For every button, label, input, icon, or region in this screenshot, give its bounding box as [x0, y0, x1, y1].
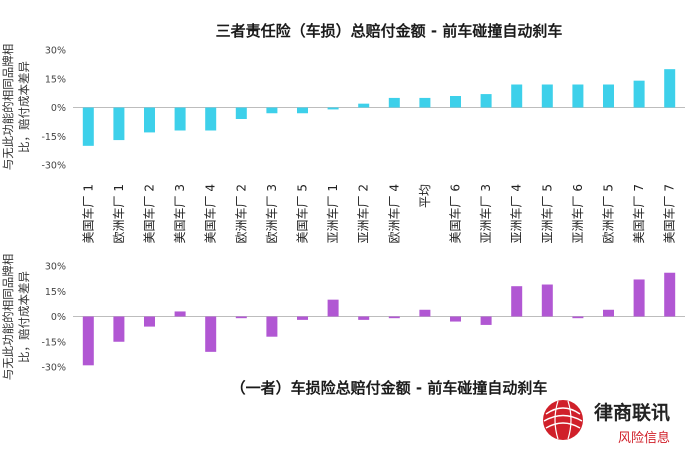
- bar: [82, 316, 94, 366]
- x-tick-label: 欧洲车厂 3: [264, 184, 279, 243]
- bar: [113, 107, 125, 141]
- x-tick-label: 亚洲车厂 3: [478, 184, 493, 243]
- x-tick-label: 亚洲车厂 2: [356, 184, 371, 243]
- y-tick-label: -15%: [41, 132, 66, 143]
- y-tick-label: -30%: [41, 363, 66, 374]
- x-tick-label: 美国车厂 1: [80, 184, 95, 243]
- bar: [572, 316, 584, 319]
- bar: [358, 316, 370, 320]
- panel-2: （一者）车损险总赔付金额 - 前车碰撞自动刹车 与无此功能的相同品牌相 比，赔付成本…: [1, 254, 685, 397]
- bar: [113, 316, 125, 342]
- bar: [144, 316, 155, 327]
- y-tick-label: 30%: [45, 262, 66, 273]
- bar: [388, 97, 400, 108]
- bar: [327, 299, 339, 317]
- bar: [633, 80, 645, 108]
- y-tick-label: -15%: [41, 337, 66, 348]
- x-tick-label: 欧洲车厂 1: [111, 184, 126, 243]
- bar: [419, 97, 431, 108]
- x-tick-label: 亚洲车厂 5: [539, 184, 554, 243]
- x-tick-label: 欧洲车厂 2: [233, 184, 248, 243]
- bar: [235, 107, 247, 119]
- bar: [450, 316, 461, 322]
- x-tick-label: 亚洲车厂 1: [325, 184, 340, 243]
- y-tick-label: 15%: [45, 74, 66, 85]
- bar: [419, 309, 431, 317]
- bar: [266, 107, 278, 114]
- bar: [541, 84, 553, 108]
- panel-title: （一者）车损险总赔付金额 - 前车碰撞自动刹车: [231, 379, 548, 397]
- bar: [82, 107, 94, 146]
- bar: [664, 69, 676, 108]
- y-tick-label: 0%: [51, 312, 66, 323]
- brand-subtitle: 风险信息: [618, 430, 670, 446]
- y-tick-label: 0%: [51, 103, 66, 114]
- bar: [174, 311, 186, 317]
- x-tick-label: 亚洲车厂 4: [509, 184, 524, 243]
- bar: [603, 84, 614, 108]
- x-tick-label: 美国车厂 2: [142, 184, 157, 243]
- bar: [572, 84, 584, 108]
- bar: [297, 107, 308, 114]
- x-tick-label: 欧洲车厂 4: [386, 184, 401, 243]
- bar: [450, 96, 461, 108]
- x-tick-label: 美国车厂 4: [203, 184, 218, 243]
- brand-globe-icon: [543, 400, 583, 440]
- bar: [205, 107, 217, 131]
- bar: [480, 94, 492, 108]
- bar: [235, 316, 247, 319]
- bar: [664, 272, 676, 317]
- x-tick-label: 亚洲车厂 6: [570, 184, 585, 243]
- x-tick-label: 美国车厂 5: [295, 184, 310, 243]
- brand-logo: 律商联讯 风险信息: [543, 400, 670, 446]
- x-tick-label: 美国车厂 3: [172, 184, 187, 243]
- bar: [388, 316, 400, 319]
- bar: [603, 309, 614, 317]
- y-axis-label: 比，赔付成本差异: [17, 61, 31, 153]
- x-tick-label: 美国车厂 6: [448, 184, 463, 243]
- bar: [144, 107, 155, 133]
- brand-name: 律商联讯: [593, 401, 670, 424]
- y-tick-label: 30%: [45, 46, 66, 57]
- x-tick-label: 平均: [418, 184, 432, 208]
- bar: [511, 286, 523, 317]
- panel-title: 三者责任险（车损）总赔付金额 - 前车碰撞自动刹车: [216, 22, 563, 40]
- x-tick-label: 美国车厂 7: [631, 184, 646, 243]
- bar: [633, 279, 645, 317]
- y-axis-label: 比，赔付成本差异: [17, 271, 31, 363]
- x-tick-label: 欧洲车厂 5: [601, 184, 616, 243]
- bar: [327, 107, 339, 110]
- bar: [358, 103, 370, 108]
- x-tick-label: 美国车厂 7: [662, 184, 677, 243]
- bar: [266, 316, 278, 337]
- y-axis-label: 与无此功能的相同品牌相: [1, 44, 15, 171]
- y-tick-label: 15%: [45, 287, 66, 298]
- bar: [297, 316, 308, 320]
- bar: [480, 316, 492, 325]
- y-axis-label: 与无此功能的相同品牌相: [1, 254, 15, 381]
- bar: [205, 316, 217, 352]
- bar: [511, 84, 523, 108]
- bar: [174, 107, 186, 131]
- y-tick-label: -30%: [41, 161, 66, 172]
- bar: [541, 284, 553, 317]
